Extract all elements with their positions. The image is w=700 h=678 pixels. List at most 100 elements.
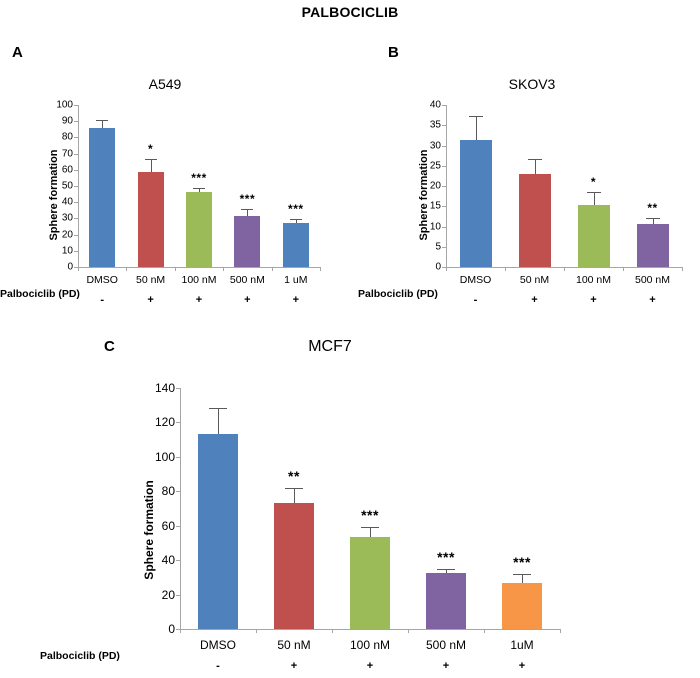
error-bar-stem (150, 159, 152, 173)
treatment-indicator: + (442, 660, 450, 672)
bar (636, 223, 669, 267)
y-tick-label: 90 (61, 115, 73, 127)
bar (234, 215, 261, 267)
panel-b-row-label: Palbociclib (PD) (358, 288, 438, 300)
y-tick-label: 25 (429, 160, 441, 172)
bar (137, 172, 164, 267)
y-tick-mark (74, 218, 78, 220)
y-tick-mark (176, 525, 180, 527)
y-tick-mark (74, 267, 78, 268)
significance-marker: * (148, 142, 154, 157)
error-bar-cap (193, 188, 205, 190)
y-tick-mark (74, 234, 78, 236)
bar (502, 583, 542, 629)
y-tick-label: 40 (161, 553, 175, 568)
y-tick-label: 10 (61, 245, 73, 257)
error-bar-cap (289, 219, 302, 221)
y-tick-mark (442, 246, 446, 248)
error-bar-stem (199, 188, 200, 193)
y-axis-line (446, 105, 447, 267)
bar (198, 433, 238, 629)
treatment-indicator: + (290, 660, 298, 672)
error-bar-stem (534, 159, 536, 174)
error-bar-stem (295, 219, 297, 224)
y-tick-mark (176, 560, 180, 562)
treatment-indicator: + (518, 660, 526, 672)
y-tick-mark (442, 125, 446, 127)
treatment-indicator: + (649, 294, 656, 306)
x-tick-mark (223, 267, 225, 271)
x-category-label: 100 nM (575, 274, 612, 286)
error-bar-stem (370, 526, 371, 537)
y-tick-label: 20 (161, 587, 175, 602)
treatment-indicator: - (473, 294, 478, 306)
x-category-label: 100 nM (349, 638, 391, 652)
y-tick-label: 0 (435, 261, 441, 273)
y-tick-mark (176, 594, 180, 596)
y-tick-mark (442, 186, 446, 187)
error-bar-stem (522, 573, 523, 584)
y-tick-label: 140 (154, 381, 175, 395)
y-tick-mark (74, 121, 78, 123)
x-tick-mark (332, 629, 333, 633)
x-tick-mark (174, 267, 176, 271)
y-tick-label: 20 (429, 180, 441, 192)
y-tick-mark (442, 165, 446, 167)
error-bar-stem (294, 487, 295, 504)
panel-c: MCF7 Sphere formation 0 20 40 60 80 100 120 140… (40, 330, 570, 678)
x-category-label: 50 nM (136, 274, 166, 286)
treatment-indicator: + (147, 294, 154, 306)
x-category-label: DMSO (459, 274, 492, 286)
error-bar-stem (247, 209, 249, 216)
error-bar-stem (652, 217, 654, 224)
y-tick-label: 100 (154, 449, 175, 464)
x-tick-mark (446, 267, 447, 271)
treatment-indicator: - (100, 294, 105, 306)
bar (426, 573, 466, 629)
y-tick-label: 30 (429, 140, 441, 151)
significance-marker: *** (239, 192, 256, 207)
panel-b-ylabel: Sphere formation (418, 149, 430, 241)
error-bar-cap (513, 573, 531, 575)
y-tick-label: 20 (61, 229, 73, 241)
y-tick-mark (442, 267, 446, 268)
x-axis-line (180, 629, 560, 630)
panel-c-row-label: Palbociclib (PD) (40, 650, 120, 662)
y-tick-mark (176, 456, 180, 458)
y-axis-line (180, 388, 181, 629)
x-tick-mark (505, 267, 506, 271)
error-bar-stem (102, 119, 104, 128)
x-category-label: 1uM (510, 638, 534, 652)
y-tick-mark (442, 226, 446, 228)
y-tick-mark (74, 202, 78, 204)
error-bar-stem (593, 192, 595, 205)
significance-marker: * (590, 175, 597, 190)
treatment-indicator: + (590, 294, 597, 306)
y-tick-label: 10 (429, 221, 441, 232)
x-tick-mark (408, 629, 409, 633)
x-category-label: 1 uM (284, 274, 308, 286)
treatment-indicator: + (195, 294, 203, 306)
y-tick-label: 120 (154, 415, 175, 430)
x-tick-mark (180, 629, 181, 633)
x-category-label: DMSO (200, 638, 236, 652)
bar (518, 173, 551, 267)
x-category-label: 500 nM (634, 274, 671, 286)
y-tick-label: 15 (429, 200, 441, 212)
panel-letter-a: A (12, 44, 23, 61)
treatment-indicator: + (244, 294, 251, 306)
panel-a: A549 Sphere formation 0 10 20 30 40 50 60 70 80 9… (0, 70, 340, 310)
x-axis-line (78, 267, 320, 268)
x-tick-mark (564, 267, 565, 271)
x-tick-mark (623, 267, 624, 271)
error-bar-cap (144, 159, 157, 161)
panel-b-title: SKOV3 (508, 76, 556, 92)
significance-marker: *** (361, 506, 379, 523)
panel-a-title: A549 (148, 76, 182, 92)
error-bar-stem (475, 115, 477, 140)
x-tick-mark (320, 267, 321, 271)
error-bar-cap (527, 159, 542, 161)
error-bar-cap (645, 217, 660, 219)
panel-a-ylabel: Sphere formation (48, 149, 60, 241)
panel-a-plot: 0 10 20 30 40 50 60 70 80 90 100 DMSO - * 50 nM + *** 100… (56, 100, 321, 306)
